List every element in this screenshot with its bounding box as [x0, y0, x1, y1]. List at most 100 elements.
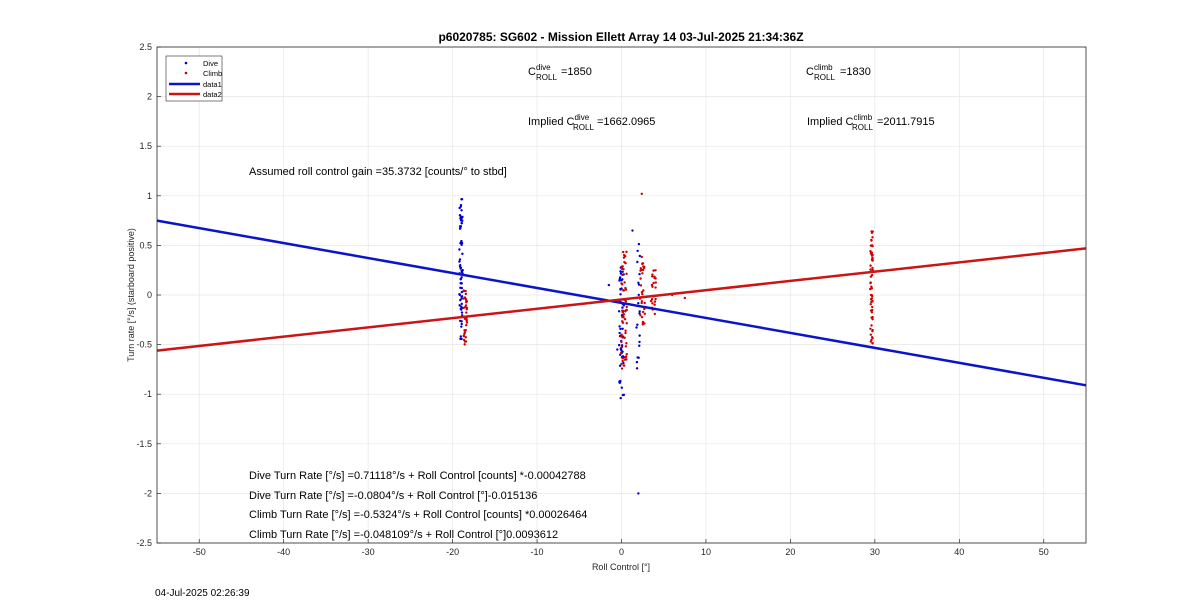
dive-point — [637, 242, 641, 246]
implied-dive-prefix: Implied C — [528, 116, 575, 128]
climb-point — [620, 266, 624, 270]
dive-point — [460, 308, 463, 311]
x-tick-label: 30 — [870, 547, 880, 557]
dive-point — [619, 270, 622, 273]
climb-point — [652, 281, 655, 285]
legend: Dive Climb data1 data2 — [165, 55, 223, 102]
climb-point — [641, 310, 645, 314]
climb-point — [622, 313, 626, 316]
climb-point — [870, 239, 873, 242]
implied-dive-value: =1662.0965 — [597, 116, 655, 128]
climb-point — [643, 301, 646, 305]
climb-point — [624, 255, 627, 258]
dive-point — [617, 310, 621, 313]
dive-point — [460, 295, 464, 298]
dive-point — [631, 229, 634, 232]
dive-point — [635, 326, 638, 329]
x-axis: -50 -40 -30 -20 -10 0 10 20 30 40 50 — [193, 539, 1049, 557]
dive-point — [638, 312, 641, 315]
x-tick-label: -40 — [277, 547, 290, 557]
dive-point — [618, 276, 622, 279]
climb-point — [621, 311, 625, 314]
climb-point — [462, 289, 466, 293]
dive-point — [622, 393, 626, 397]
dive-point — [619, 353, 622, 356]
c-climb-base: C — [806, 66, 814, 78]
c-dive-sup: dive — [536, 63, 551, 72]
dive-point — [618, 331, 621, 335]
climb-point — [625, 250, 628, 254]
climb-point — [465, 301, 468, 304]
legend-climb-label: Climb — [203, 69, 222, 78]
climb-point — [640, 192, 643, 196]
dive-point — [635, 360, 639, 364]
dive-point — [636, 323, 639, 326]
climb-point — [464, 304, 468, 307]
dive-point — [458, 260, 461, 263]
climb-point — [639, 284, 643, 287]
dive-point — [619, 287, 622, 291]
dive-point — [620, 344, 624, 347]
x-tick-label: -50 — [193, 547, 206, 557]
y-tick-label: 2.5 — [139, 42, 152, 52]
x-tick-label: 10 — [701, 547, 711, 557]
climb-point — [870, 338, 873, 342]
line-data1 — [156, 219, 1087, 387]
climb-point — [624, 300, 628, 303]
y-tick-label: -2.5 — [136, 538, 152, 548]
climb-point — [624, 345, 628, 348]
climb-point — [654, 269, 657, 272]
climb-point — [654, 277, 657, 280]
x-tick-label: -10 — [531, 547, 544, 557]
climb-point — [871, 342, 874, 345]
dive-point — [618, 364, 622, 367]
x-axis-label: Roll Control [°] — [592, 562, 650, 572]
dive-point — [621, 306, 624, 309]
climb-point — [621, 283, 624, 286]
climb-point — [871, 336, 874, 340]
climb-point — [625, 358, 628, 361]
climb-point — [622, 364, 625, 367]
dive-point — [619, 293, 622, 296]
implied-dive-sub: ROLL — [573, 123, 594, 132]
climb-point — [465, 308, 469, 311]
dive-point — [619, 327, 622, 331]
y-tick-label: 0.5 — [139, 240, 152, 250]
implied-climb-value: =2011.7915 — [877, 116, 935, 128]
climb-point — [870, 305, 874, 309]
climb-point — [643, 307, 646, 311]
fit-annotation-4: Climb Turn Rate [°/s] =-0.048109°/s + Ro… — [249, 529, 558, 541]
dive-point — [460, 282, 463, 285]
climb-point — [465, 321, 469, 324]
dive-point — [459, 241, 462, 245]
c-dive-base: C — [528, 66, 536, 78]
dive-point — [636, 249, 639, 253]
footer-timestamp: 04-Jul-2025 02:26:39 — [155, 588, 250, 599]
dive-point — [460, 217, 463, 220]
climb-point — [620, 362, 623, 366]
climb-point — [869, 297, 873, 301]
dive-point — [637, 281, 640, 284]
dive-point — [636, 260, 639, 264]
climb-point — [623, 336, 626, 339]
dive-point — [638, 344, 641, 347]
climb-point — [463, 296, 467, 299]
climb-point — [463, 343, 466, 346]
c-dive-annotation: Cdive ROLL =1850 — [528, 63, 592, 82]
climb-point — [640, 315, 644, 319]
climb-point — [623, 317, 627, 321]
dive-point — [637, 492, 640, 495]
climb-point — [621, 357, 625, 360]
dive-point — [458, 248, 461, 251]
x-tick-label: 20 — [785, 547, 795, 557]
implied-dive-sup: dive — [574, 113, 589, 122]
dive-point — [458, 258, 462, 261]
climb-point — [622, 289, 626, 292]
climb-point — [869, 268, 872, 271]
climb-point — [871, 236, 874, 239]
climb-point — [625, 272, 628, 276]
climb-point — [639, 267, 643, 270]
climb-point — [625, 342, 628, 345]
climb-point — [464, 340, 468, 343]
climb-point — [464, 329, 467, 332]
